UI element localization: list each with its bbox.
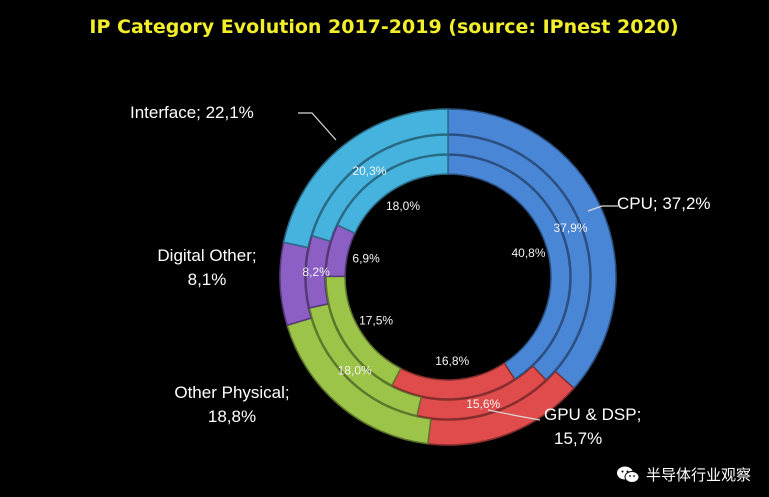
leader-lines [298,112,618,421]
inner-ring-label-interface: 18,0% [386,199,420,213]
outer-label-gpu-dsp-value: 15,7% [554,429,602,448]
inner-ring-label-digital-other: 6,9% [352,251,380,265]
inner-ring-label-other-physical: 17,5% [359,313,393,327]
middle-ring-label-other-physical: 18,0% [338,363,372,377]
watermark: 半导体行业观察 [616,464,751,485]
chart-title: IP Category Evolution 2017-2019 (source:… [89,16,678,38]
leader-line-gpu-dsp [487,409,541,421]
outer-label-cpu: CPU; 37,2% [617,194,711,213]
outer-label-interface: Interface; 22,1% [130,103,254,122]
outer-label-other-physical-value: 18,8% [208,407,256,426]
outer-label-other-physical-name: Other Physical; [174,383,289,402]
middle-ring-slice-interface [311,134,449,243]
middle-ring-label-gpu-dsp: 15,6% [466,397,500,411]
outer-ring-slice-interface [282,108,449,249]
wechat-icon [616,466,640,483]
donut-rings [279,108,617,446]
inner-ring-label-cpu: 40,8% [512,246,546,260]
ring-value-labels: 37,9% 15,6% 18,0% 8,2% 20,3% 40,8% 16,8% 17,5% 6… [302,164,588,411]
leader-line-interface [298,112,337,141]
leader-line-cpu [587,205,618,212]
middle-ring-label-interface: 20,3% [352,164,386,178]
middle-ring-label-cpu: 37,9% [554,221,588,235]
inner-ring-label-gpu-dsp: 16,8% [435,354,469,368]
inner-ring-slice-interface [336,154,449,235]
middle-ring-label-digital-other: 8,2% [302,265,330,279]
outer-label-gpu-dsp-name: GPU & DSP; [544,405,641,424]
watermark-text: 半导体行业观察 [645,466,751,484]
outer-label-digital-other-value: 8,1% [188,270,227,289]
outer-label-digital-other-name: Digital Other; [157,246,256,265]
